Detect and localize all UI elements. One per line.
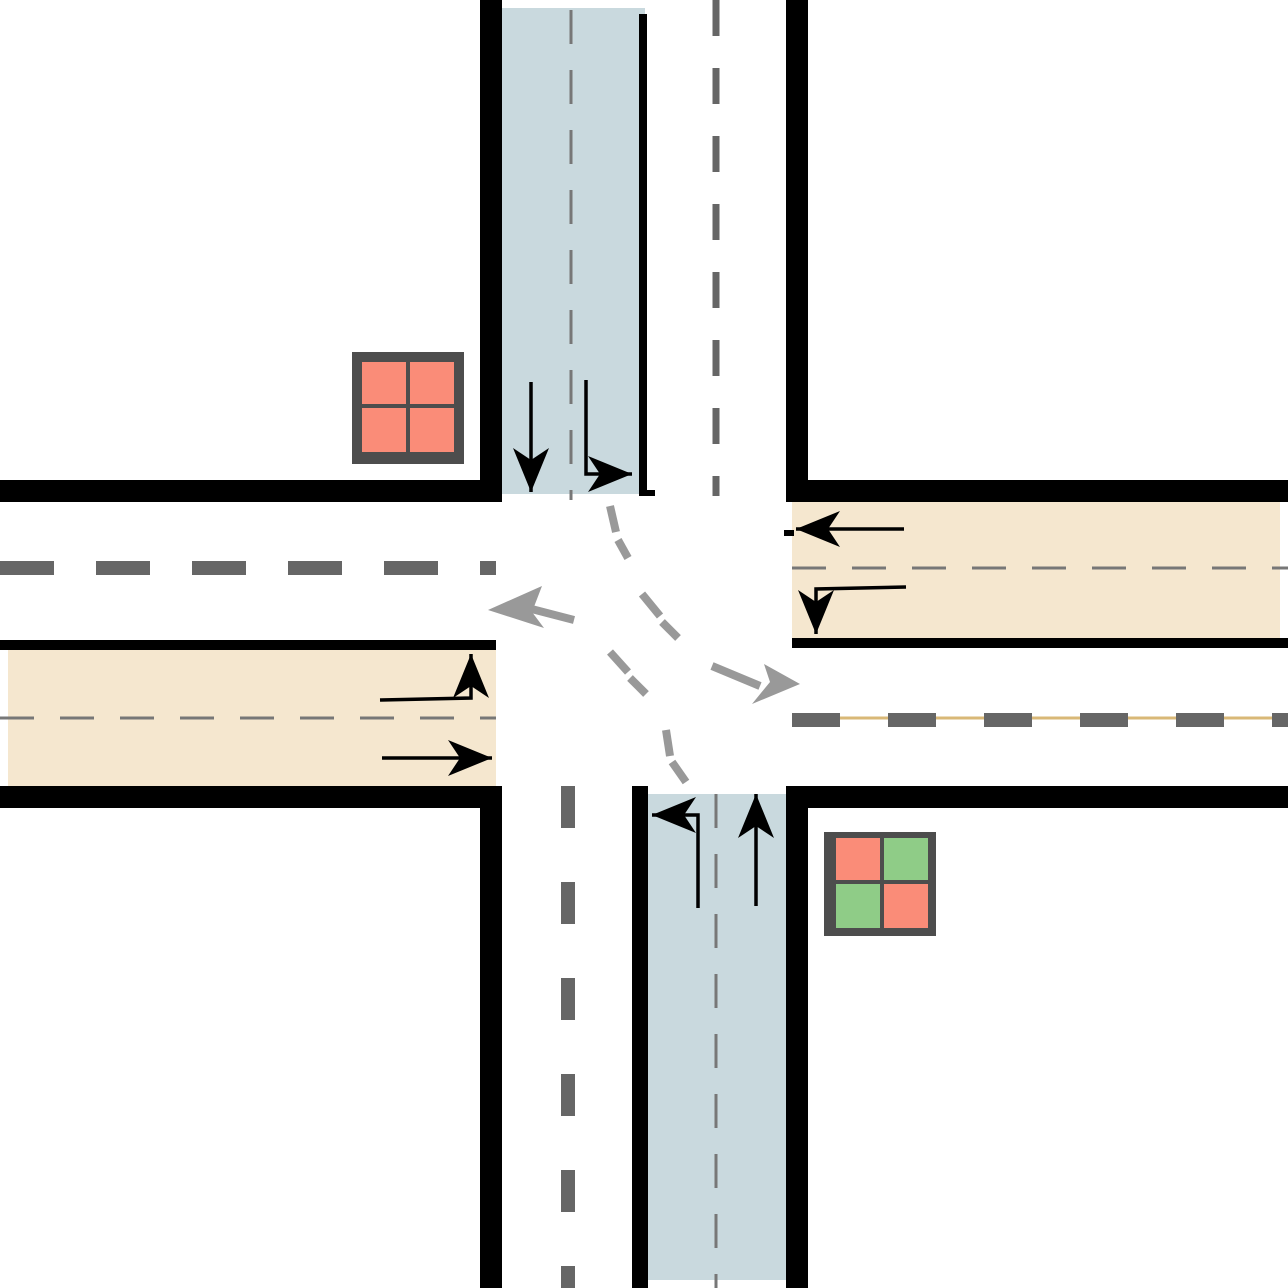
traffic-signal-icon xyxy=(352,352,464,464)
curb-sw-horizontal xyxy=(0,786,502,808)
signal-lamp xyxy=(362,408,406,452)
guide-south-2 xyxy=(668,759,690,785)
curb-ne-vertical xyxy=(786,0,808,502)
guide-center-3 xyxy=(607,649,631,675)
curb-ne-horizontal xyxy=(786,480,1288,502)
movement-arrows xyxy=(379,380,907,908)
east-approach-fill xyxy=(792,500,1280,640)
signal-lamp xyxy=(410,362,454,404)
south-approach-fill xyxy=(648,794,788,1280)
signal-lamp xyxy=(884,884,928,928)
median-north-stopline xyxy=(639,490,655,496)
signal-lamp xyxy=(362,362,406,404)
signal-lamp xyxy=(836,884,880,928)
guide-center-4 xyxy=(627,675,649,697)
guide-west-arrowhead xyxy=(488,586,544,628)
median-east-stub xyxy=(784,530,794,536)
arrow-left-turn-icon xyxy=(584,380,632,492)
turn-path-guides xyxy=(518,505,762,785)
curb-se-horizontal xyxy=(786,786,1288,808)
signal-lamp xyxy=(836,838,880,880)
median-west xyxy=(0,640,496,650)
medians xyxy=(0,14,1288,1288)
signal-lamp xyxy=(410,408,454,452)
guide-north-1 xyxy=(606,505,620,533)
median-north xyxy=(639,14,647,494)
guide-south-1 xyxy=(662,729,674,757)
curb-se-vertical xyxy=(786,786,808,1288)
arrow-left-turn-icon xyxy=(379,654,489,702)
guide-center-2 xyxy=(659,619,681,641)
traffic-signal-icon xyxy=(824,832,936,936)
median-east xyxy=(792,638,1288,648)
signal-lamp xyxy=(884,838,928,880)
curb-nw-vertical xyxy=(480,0,502,502)
arrow-left-turn-icon xyxy=(652,797,700,908)
guide-east-arrowhead xyxy=(752,664,800,704)
guide-center-1 xyxy=(638,591,664,619)
guide-east-arrow-shaft xyxy=(710,662,762,690)
arrow-left-turn-icon xyxy=(798,585,907,634)
guide-north-2 xyxy=(614,538,632,560)
median-south xyxy=(632,786,648,1288)
curb-nw-horizontal xyxy=(0,480,502,502)
curb-sw-vertical xyxy=(480,786,502,1288)
